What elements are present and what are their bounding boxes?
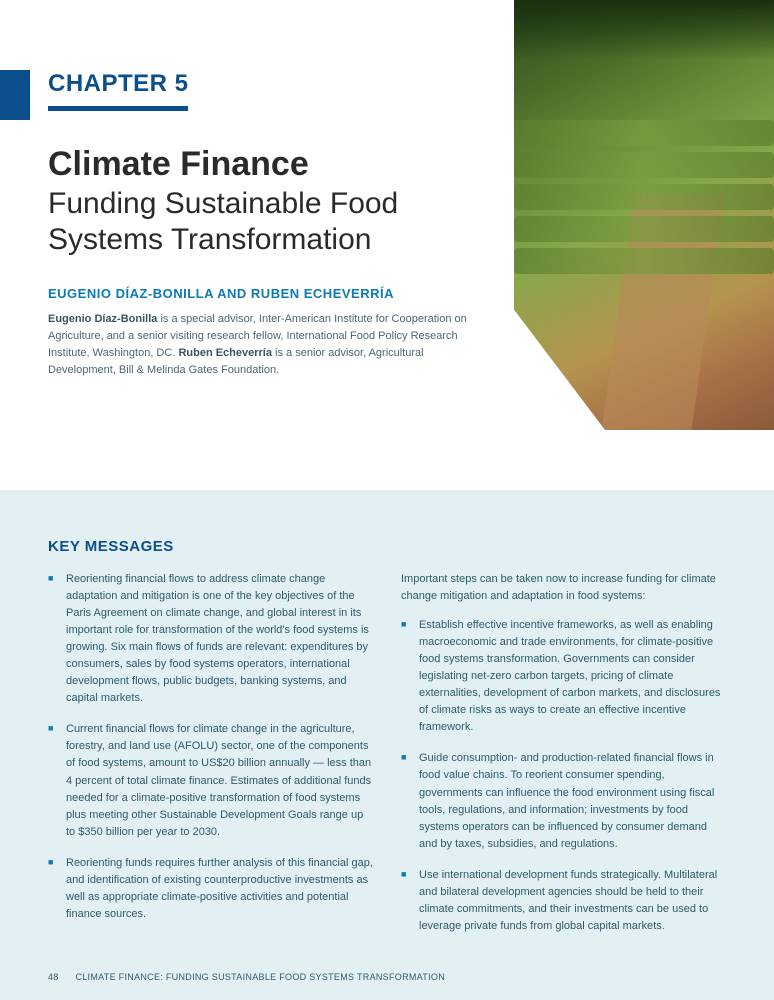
key-messages-columns: Reorienting financial flows to address c… xyxy=(48,571,726,949)
title-subtitle: Funding Sustainable Food Systems Transfo… xyxy=(48,186,488,258)
page: CHAPTER 5 Climate Finance Funding Sustai… xyxy=(0,0,774,1000)
key-messages-heading: KEY MESSAGES xyxy=(48,538,726,555)
bullet-item: Use international development funds stra… xyxy=(401,867,726,935)
bullet-item: Establish effective incentive frameworks… xyxy=(401,617,726,736)
bio-name-2: Ruben Echeverría xyxy=(178,347,272,359)
chapter-accent-bar xyxy=(0,70,30,120)
author-bios: Eugenio Díaz-Bonilla is a special adviso… xyxy=(48,311,468,379)
authors-line: EUGENIO DÍAZ-BONILLA AND RUBEN ECHEVERRÍ… xyxy=(48,286,488,301)
running-footer-text: CLIMATE FINANCE: FUNDING SUSTAINABLE FOO… xyxy=(75,972,445,982)
title-main: Climate Finance xyxy=(48,145,488,184)
page-footer: 48 CLIMATE FINANCE: FUNDING SUSTAINABLE … xyxy=(48,972,445,982)
bio-name-1: Eugenio Díaz-Bonilla xyxy=(48,313,157,325)
right-intro-paragraph: Important steps can be taken now to incr… xyxy=(401,571,726,605)
page-number: 48 xyxy=(48,972,59,982)
bullet-item: Reorienting funds requires further analy… xyxy=(48,855,373,923)
bullet-item: Current financial flows for climate chan… xyxy=(48,721,373,840)
left-column: Reorienting financial flows to address c… xyxy=(48,571,373,949)
hero-photo-placeholder xyxy=(514,0,774,430)
bullet-item: Reorienting financial flows to address c… xyxy=(48,571,373,707)
right-column: Important steps can be taken now to incr… xyxy=(401,571,726,949)
header-block: CHAPTER 5 Climate Finance Funding Sustai… xyxy=(48,70,488,379)
key-messages-panel: KEY MESSAGES Reorienting financial flows… xyxy=(0,490,774,1000)
bullet-item: Guide consumption- and production-relate… xyxy=(401,750,726,852)
chapter-label: CHAPTER 5 xyxy=(48,70,488,98)
chapter-underline xyxy=(48,106,188,111)
